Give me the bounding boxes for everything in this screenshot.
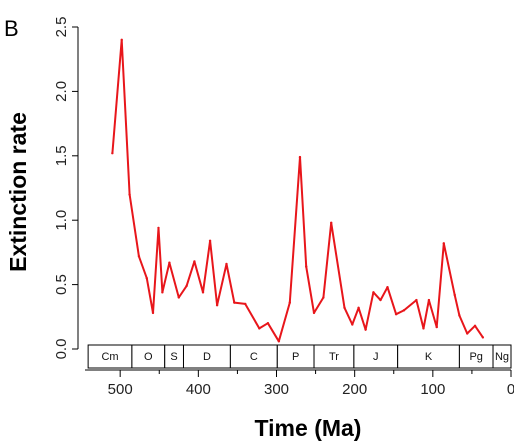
data-point (305, 265, 308, 268)
series-line (111, 38, 484, 343)
y-tick-label: 2.5 (53, 17, 70, 38)
data-point (357, 306, 360, 309)
data-point (258, 327, 261, 330)
data-point (322, 296, 325, 299)
series-group (111, 38, 485, 343)
y-tick-label: 1.0 (53, 210, 70, 231)
data-point (157, 226, 160, 230)
x-tick-label: 100 (420, 381, 445, 398)
data-point (298, 155, 302, 159)
data-point (201, 291, 205, 294)
data-point (330, 221, 333, 224)
data-point (312, 311, 316, 315)
data-point (288, 301, 291, 304)
data-point (185, 284, 188, 288)
data-point (161, 291, 164, 294)
data-point (128, 193, 131, 196)
data-point (351, 323, 354, 326)
data-point (145, 276, 148, 280)
data-point (458, 314, 461, 317)
data-point (343, 306, 346, 309)
data-point (386, 285, 389, 289)
period-label: S (170, 351, 177, 363)
x-axis-title: Time (Ma) (255, 415, 362, 441)
period-label: C (250, 351, 258, 363)
data-point (193, 260, 196, 263)
y-tick-label: 1.5 (53, 145, 70, 166)
y-axis-title: Extinction rate (5, 112, 31, 272)
data-point (364, 328, 367, 331)
data-point (225, 262, 228, 266)
x-tick-label: 200 (342, 381, 367, 398)
data-point (453, 293, 456, 297)
period-box (492, 344, 512, 369)
period-label: D (203, 351, 211, 363)
y-tick-label: 0.0 (53, 339, 70, 360)
x-axis: 500 400 300 200 100 0 (85, 369, 514, 398)
data-point (233, 301, 236, 304)
panel-label: B (4, 16, 19, 41)
data-point (473, 324, 477, 328)
period-label: Ng (495, 351, 509, 363)
data-point (111, 152, 114, 155)
data-point (394, 313, 398, 316)
data-point (422, 327, 425, 330)
data-point (402, 309, 406, 312)
data-point (120, 38, 123, 42)
period-bar: Cm O S D C P Tr J K Pg Ng (87, 344, 512, 369)
data-point (151, 311, 155, 315)
period-label: Cm (101, 351, 118, 363)
data-point (372, 291, 375, 294)
x-tick-label: 0 (507, 381, 514, 398)
period-label: O (144, 351, 153, 363)
data-point (208, 239, 212, 243)
data-point (137, 255, 141, 258)
data-point (168, 261, 171, 264)
data-point (415, 298, 418, 302)
data-point (466, 332, 469, 335)
data-point (177, 296, 180, 299)
x-tick-label: 500 (108, 381, 133, 398)
data-point (244, 302, 247, 306)
data-point (379, 298, 382, 302)
x-tick-label: 300 (264, 381, 289, 398)
data-point (427, 298, 431, 302)
x-tick-label: 400 (186, 381, 211, 398)
data-point (266, 322, 270, 325)
y-tick-label: 2.0 (53, 81, 70, 102)
period-label: Tr (329, 351, 339, 363)
period-label: K (425, 351, 433, 363)
y-axis: 0.0 0.5 1.0 1.5 2.0 2.5 (53, 17, 79, 360)
data-point (215, 304, 219, 307)
data-point (435, 325, 438, 329)
period-label: Pg (469, 351, 482, 363)
period-label: P (292, 351, 299, 363)
data-point (442, 242, 445, 245)
data-point (277, 340, 281, 343)
data-point (481, 336, 485, 339)
y-tick-label: 0.5 (53, 274, 70, 295)
period-label: J (373, 351, 379, 363)
